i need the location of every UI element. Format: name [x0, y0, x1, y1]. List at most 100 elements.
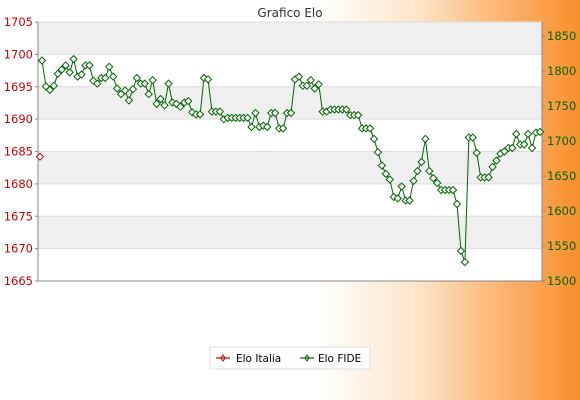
y-left-tick-label: 1680 — [4, 177, 33, 191]
data-point — [203, 75, 213, 84]
data-point — [247, 122, 256, 132]
data-point — [425, 166, 434, 176]
data-point — [508, 143, 517, 153]
data-point — [310, 84, 319, 93]
data-point — [243, 113, 252, 123]
y-left-tick-label: 1700 — [4, 47, 33, 61]
data-point — [421, 134, 430, 144]
data-point — [381, 169, 391, 179]
legend-box — [209, 346, 371, 370]
data-point — [353, 110, 363, 120]
data-point — [251, 108, 260, 118]
data-point — [215, 107, 225, 116]
data-point — [429, 173, 438, 183]
data-point — [523, 129, 533, 139]
data-point — [417, 157, 426, 167]
data-point — [452, 199, 462, 209]
data-point — [45, 85, 55, 95]
data-point — [140, 79, 149, 88]
data-point — [164, 79, 173, 88]
data-point — [124, 96, 134, 105]
data-point — [172, 99, 181, 109]
data-point — [35, 152, 45, 161]
data-point — [460, 257, 470, 267]
data-point — [278, 124, 288, 133]
plot-band — [38, 22, 542, 55]
data-point — [144, 89, 153, 99]
data-point — [468, 133, 478, 142]
y-left-tick-label: 1695 — [4, 80, 33, 94]
data-point — [128, 84, 138, 94]
data-point — [156, 94, 165, 104]
data-point — [492, 156, 501, 165]
data-point — [263, 122, 272, 132]
data-point — [152, 99, 161, 109]
legend[interactable]: Elo Italia Elo FIDE — [209, 346, 371, 370]
legend-diamond-elo-italia — [220, 354, 226, 362]
plot-band — [38, 151, 542, 184]
y-left-tick-label: 1685 — [4, 145, 33, 159]
data-point — [365, 124, 375, 133]
data-point — [132, 73, 142, 83]
data-point — [294, 72, 304, 81]
data-point — [77, 70, 86, 79]
data-point — [373, 147, 383, 157]
data-point — [409, 176, 418, 186]
data-point — [385, 175, 395, 184]
data-point — [484, 173, 493, 182]
y-left-tick-label: 1690 — [4, 112, 33, 126]
chart-title: Grafico Elo — [257, 6, 322, 20]
data-point — [61, 61, 70, 70]
y-left-tick-label: 1705 — [4, 15, 33, 29]
data-point — [377, 161, 387, 170]
data-point — [472, 148, 481, 158]
data-point — [37, 56, 47, 65]
plot-band — [38, 216, 542, 249]
data-point — [433, 178, 442, 188]
data-point — [160, 101, 169, 110]
data-point — [120, 86, 130, 95]
data-point — [302, 81, 312, 90]
data-point — [93, 79, 102, 88]
y-left-tick-label: 1675 — [4, 209, 33, 223]
data-point — [397, 182, 406, 191]
y-left-tick-label: 1665 — [4, 274, 33, 288]
data-point — [148, 75, 157, 85]
data-point — [413, 166, 422, 176]
data-point — [369, 134, 379, 144]
data-point — [57, 65, 66, 74]
y-right-tick-label: 1850 — [547, 29, 576, 43]
y-right-tick-label: 1800 — [547, 64, 576, 78]
data-point — [286, 108, 296, 118]
data-point — [85, 61, 94, 70]
data-point — [101, 73, 110, 83]
data-point — [108, 72, 118, 81]
data-point — [519, 140, 529, 149]
data-point — [49, 81, 59, 90]
data-point — [488, 162, 497, 172]
y-right-tick-label: 1550 — [547, 239, 576, 253]
data-point — [405, 196, 414, 205]
y-right-tick-label: 1650 — [547, 169, 576, 183]
grid-lines — [38, 21, 542, 282]
data-point — [306, 75, 315, 85]
y-right-tick-label: 1500 — [547, 274, 576, 288]
data-point — [393, 194, 402, 203]
y-right-tick-label: 1600 — [547, 204, 576, 218]
data-point — [314, 80, 323, 89]
data-point — [527, 143, 537, 153]
data-point — [448, 185, 458, 195]
data-point — [69, 54, 78, 64]
data-point — [89, 76, 98, 86]
data-point — [342, 105, 351, 114]
data-point — [112, 84, 122, 93]
series-layer — [35, 54, 545, 267]
axes: 1665 1670 1675 1680 1685 1690 1695 1700 1705 1500… — [4, 15, 577, 288]
y-left-tick-label: 1670 — [4, 242, 33, 256]
legend-label-elo-fide: Elo FIDE — [318, 353, 361, 365]
data-point — [535, 127, 545, 137]
data-point — [53, 69, 63, 79]
data-point — [104, 62, 114, 72]
